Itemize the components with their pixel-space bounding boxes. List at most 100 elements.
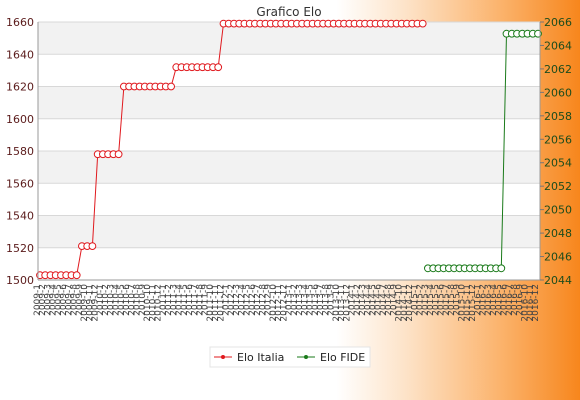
x-tick-label: 2010-10 (143, 284, 153, 322)
x-tick-label: 2014-9 (390, 284, 400, 316)
x-tick-label: 2015-5 (431, 284, 441, 316)
x-tick-label: 2015-12 (468, 284, 478, 322)
legend-marker-fide (304, 355, 308, 359)
legend-label-italia: Elo Italia (237, 351, 284, 364)
x-tick-label: 2012-9 (264, 284, 274, 316)
x-tick-label: 2016-9 (515, 284, 525, 316)
x-tick-label: 2012-7 (253, 284, 263, 316)
left-tick-label: 1640 (6, 48, 34, 61)
x-tick-label: 2013-1 (285, 284, 295, 316)
right-tick-label: 2048 (544, 227, 572, 240)
x-tick-label: 2014-7 (379, 284, 389, 316)
x-tick-label: 2010-9 (138, 284, 148, 316)
x-tick-label: 2015-1 (410, 284, 420, 316)
x-tick-label: 2012-8 (258, 284, 268, 316)
x-tick-label: 2014-6 (374, 284, 384, 316)
x-tick-label: 2013-12 (342, 284, 352, 322)
x-tick-label: 2014-12 (405, 284, 415, 322)
x-tick-label: 2011-7 (190, 284, 200, 316)
right-tick-label: 2064 (544, 39, 572, 52)
data-point-italia (114, 150, 123, 159)
right-tick-label: 2052 (544, 180, 572, 193)
x-tick-label: 2009-7 (65, 284, 75, 316)
x-tick-label: 2015-8 (447, 284, 457, 316)
right-tick-label: 2044 (544, 274, 572, 287)
x-tick-label: 2012-12 (279, 284, 289, 322)
data-point-italia (167, 82, 176, 91)
x-tick-label: 2011-9 (201, 284, 211, 316)
x-tick-label: 2016-8 (510, 284, 520, 316)
x-tick-label: 2012-1 (222, 284, 232, 316)
x-tick-label: 2013-4 (300, 284, 310, 316)
x-tick-label: 2011-3 (169, 284, 179, 316)
x-tick-label: 2009-8 (70, 284, 80, 316)
x-tick-label: 2009-3 (44, 284, 54, 316)
right-tick-label: 2050 (544, 204, 572, 217)
x-tick-label: 2010-7 (127, 284, 137, 316)
x-tick-label: 2009-2 (38, 284, 48, 316)
left-tick-label: 1600 (6, 113, 34, 126)
x-tick-label: 2014-2 (353, 284, 363, 316)
x-tick-label: 2013-11 (337, 284, 347, 322)
x-tick-label: 2014-11 (400, 284, 410, 322)
x-tick-label: 2013-2 (290, 284, 300, 316)
x-tick-label: 2014-8 (384, 284, 394, 316)
right-tick-label: 2058 (544, 110, 572, 123)
x-tick-label: 2014-1 (348, 284, 358, 316)
x-tick-label: 2011-4 (175, 284, 185, 316)
x-tick-label: 2012-11 (274, 284, 284, 322)
x-tick-label: 2016-6 (500, 284, 510, 316)
right-tick-label: 2054 (544, 157, 572, 170)
x-tick-label: 2010-2 (101, 284, 111, 316)
x-tick-label: 2012-2 (227, 284, 237, 316)
right-tick-label: 2046 (544, 251, 572, 264)
x-tick-label: 2011-12 (217, 284, 227, 322)
right-tick-label: 2066 (544, 16, 572, 29)
x-tick-label: 2010-5 (117, 284, 127, 316)
data-point-italia (72, 271, 81, 280)
left-tick-label: 1580 (6, 145, 34, 158)
plot-band (38, 22, 540, 55)
x-tick-label: 2011-8 (196, 284, 206, 316)
x-tick-label: 2013-5 (306, 284, 316, 316)
x-tick-label: 2016-5 (494, 284, 504, 316)
x-tick-label: 2010-8 (133, 284, 143, 316)
x-tick-label: 2014-10 (395, 284, 405, 322)
x-tick-label: 2011-6 (185, 284, 195, 316)
x-tick-label: 2015-2 (416, 284, 426, 316)
left-tick-label: 1540 (6, 210, 34, 223)
x-tick-label: 2012-3 (232, 284, 242, 316)
x-tick-label: 2015-6 (437, 284, 447, 316)
x-tick-label: 2015-10 (458, 284, 468, 322)
x-tick-label: 2010-1 (96, 284, 106, 316)
x-tick-label: 2013-9 (327, 284, 337, 316)
data-point-italia (88, 242, 97, 251)
x-tick-label: 2012-4 (237, 284, 247, 316)
x-tick-label: 2009-10 (80, 284, 90, 322)
x-tick-label: 2015-3 (421, 284, 431, 316)
x-tick-label: 2016-4 (489, 284, 499, 316)
plot-band (38, 215, 540, 248)
x-tick-label: 2015-11 (463, 284, 473, 322)
x-tick-label: 2011-2 (164, 284, 174, 316)
x-tick-label: 2009-6 (59, 284, 69, 316)
x-tick-label: 2009-5 (54, 284, 64, 316)
x-tick-label: 2009-1 (33, 284, 43, 316)
legend-label-fide: Elo FIDE (320, 351, 365, 364)
x-tick-label: 2010-12 (154, 284, 164, 322)
x-tick-label: 2010-11 (148, 284, 158, 322)
x-tick-label: 2012-5 (243, 284, 253, 316)
x-tick-label: 2013-7 (316, 284, 326, 316)
right-tick-label: 2062 (544, 63, 572, 76)
data-point-fide (497, 264, 506, 273)
data-point-italia (418, 19, 427, 28)
x-tick-label: 2010-6 (122, 284, 132, 316)
x-tick-label: 2012-10 (269, 284, 279, 322)
left-tick-label: 1520 (6, 242, 34, 255)
x-tick-label: 2016-12 (531, 284, 541, 322)
x-tick-label: 2016-11 (526, 284, 536, 322)
left-tick-label: 1660 (6, 16, 34, 29)
x-tick-label: 2009-12 (91, 284, 101, 322)
chart-title: Grafico Elo (256, 5, 321, 19)
